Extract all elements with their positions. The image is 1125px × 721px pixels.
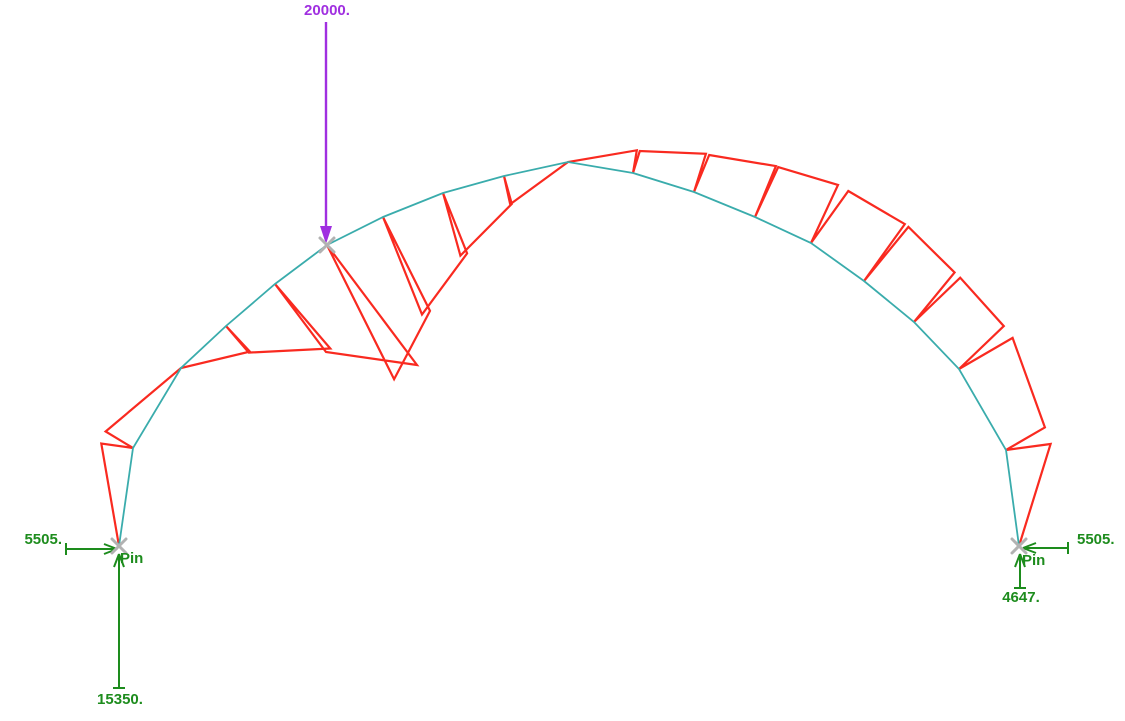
reaction-arrow-right-x [1022, 542, 1069, 554]
node-marker-stroke [318, 236, 336, 254]
moment-diagram-path [99, 148, 1053, 547]
reaction-left-y-label: 15350. [97, 691, 143, 708]
arrow-head-stroke [1019, 553, 1026, 568]
node-marker-x [110, 537, 128, 555]
reaction-arrow-left-x [65, 543, 118, 555]
arrow-head-stroke [118, 553, 125, 568]
node-marker-stroke [110, 537, 128, 555]
arrow-head-stroke [1014, 553, 1021, 568]
arrow-head-stroke [1022, 547, 1037, 554]
reaction-arrow-left-y [113, 553, 125, 689]
node-marker-stroke [1010, 537, 1028, 555]
reaction-right-x-label: 5505. [1077, 531, 1115, 548]
load-value-label: 20000. [304, 2, 350, 19]
reaction-right-y-label: 4647. [1002, 589, 1040, 606]
node-marker-x [318, 236, 336, 254]
arch-members-path [118, 161, 1020, 547]
reaction-arrow-right-y [1014, 553, 1026, 589]
load-arrow-head [320, 226, 332, 244]
arrow-head-stroke [113, 553, 120, 568]
arrow-head-stroke [1022, 542, 1037, 549]
pin-label-right: Pin [1022, 552, 1046, 569]
pin-label-left: Pin [120, 550, 144, 567]
node-marker-x [1010, 537, 1028, 555]
reaction-left-x-label: 5505. [24, 531, 62, 548]
